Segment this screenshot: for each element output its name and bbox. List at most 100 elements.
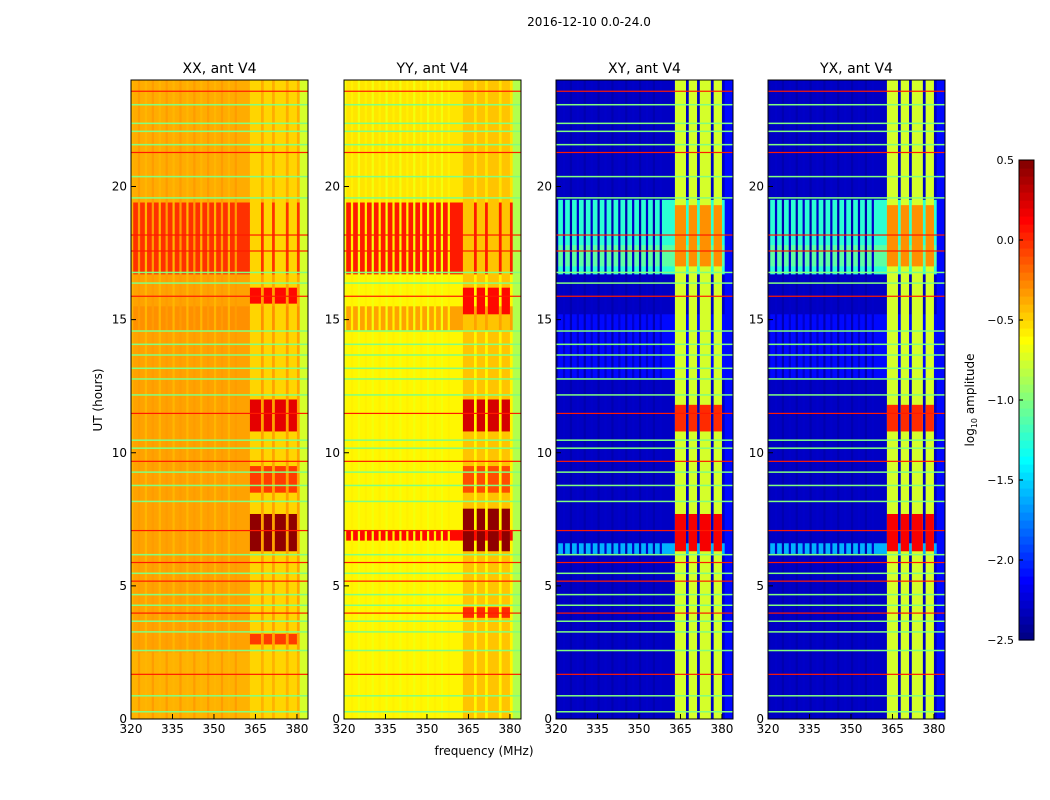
heatmap-burst xyxy=(487,287,499,315)
heatmap-burst xyxy=(462,466,474,493)
heatmap-channel xyxy=(688,80,698,719)
heatmap-row-line xyxy=(556,695,733,697)
x-tick-label: 380 xyxy=(710,722,733,736)
heatmap-burst xyxy=(462,399,474,432)
y-tick-label: 5 xyxy=(119,579,127,593)
colorbar-segment xyxy=(1019,376,1034,385)
heatmap-row-line xyxy=(344,500,521,503)
heatmap-edge-column xyxy=(299,80,308,719)
x-tick-label: 350 xyxy=(203,722,226,736)
heatmap-row-line xyxy=(768,234,945,236)
x-tick-label: 365 xyxy=(669,722,692,736)
heatmap-burst xyxy=(263,513,273,552)
heatmap-texture-column xyxy=(344,80,347,719)
heatmap-row-line xyxy=(344,620,521,622)
colorbar-label: log10 amplitude xyxy=(963,354,979,447)
colorbar-segment xyxy=(1019,256,1034,265)
heatmap-texture-column xyxy=(207,80,210,719)
heatmap-row-line xyxy=(768,620,945,622)
heatmap-row-line xyxy=(556,103,733,106)
heatmap-row-line xyxy=(131,572,308,575)
heatmap-row-line xyxy=(344,553,521,556)
heatmap-row-line xyxy=(556,484,733,487)
heatmap-texture-column xyxy=(406,80,409,719)
heatmap-burst xyxy=(911,205,923,267)
y-tick-label: 15 xyxy=(537,313,552,327)
heatmap-row-line xyxy=(131,649,308,652)
heatmap-texture-column xyxy=(227,80,231,719)
heatmap-texture-column xyxy=(426,80,430,719)
y-tick-label: 0 xyxy=(756,712,764,726)
colorbar-segment xyxy=(1019,272,1034,281)
heatmap-row-line xyxy=(768,175,945,178)
colorbar-label-log: log xyxy=(963,428,977,446)
heatmap-row-line xyxy=(344,250,521,252)
colorbar-tick-label: 0.5 xyxy=(997,154,1015,167)
heatmap-row-line xyxy=(131,620,308,622)
heatmap-channel xyxy=(713,80,722,719)
heatmap-edge-column xyxy=(512,80,521,719)
heatmap-row-line xyxy=(556,130,733,133)
heatmap-burst xyxy=(487,466,499,493)
heatmap-row-line xyxy=(344,447,521,449)
heatmap-burst xyxy=(249,399,261,432)
x-tick-label: 320 xyxy=(545,722,568,736)
heatmap-burst xyxy=(288,633,297,645)
heatmap-row-line xyxy=(556,295,733,297)
colorbar-segment xyxy=(1019,448,1034,457)
colorbar-segment xyxy=(1019,280,1034,289)
heatmap-row-line xyxy=(768,103,945,106)
heatmap-burst xyxy=(263,466,273,493)
panel-2: XY, ant V4 320 335 350 365 380 0 5 10 15 20 xyxy=(537,61,734,736)
heatmap-channel xyxy=(925,80,934,719)
heatmap-row-line xyxy=(768,250,945,252)
heatmap-row-line xyxy=(131,343,308,346)
heatmap-row-line xyxy=(131,580,308,582)
heatmap-texture-column xyxy=(830,80,833,719)
heatmap-row-line xyxy=(556,447,733,449)
heatmap-texture-column xyxy=(802,80,805,719)
heatmap-row-line xyxy=(131,631,308,633)
heatmap-row-line xyxy=(768,271,945,274)
heatmap-row-line xyxy=(556,330,733,332)
heatmap-row-line xyxy=(556,412,733,415)
y-tick-label: 0 xyxy=(544,712,552,726)
colorbar-segment xyxy=(1019,304,1034,313)
colorbar-segment xyxy=(1019,520,1034,529)
heatmap-burst xyxy=(476,287,486,315)
heatmap-burst xyxy=(476,399,486,432)
y-tick-label: 15 xyxy=(112,313,127,327)
heatmap-row-line xyxy=(344,234,521,236)
heatmap-texture-column xyxy=(137,80,141,719)
heatmap-row-line xyxy=(768,695,945,697)
heatmap-row-line xyxy=(131,412,308,415)
heatmap-texture-column xyxy=(413,80,416,719)
colorbar-segment xyxy=(1019,536,1034,545)
heatmap-row-line xyxy=(556,90,733,92)
panel-1: YY, ant V4 320 335 350 365 380 0 5 10 15 20 xyxy=(325,61,522,736)
heatmap-texture-column xyxy=(378,80,381,719)
panel-title: XX, ant V4 xyxy=(183,61,257,77)
heatmap-row-line xyxy=(768,282,945,284)
heatmap-row-line xyxy=(768,295,945,297)
heatmap-texture-column xyxy=(186,80,189,719)
colorbar-segment xyxy=(1019,624,1034,633)
heatmap-texture-column xyxy=(433,80,437,719)
heatmap-burst xyxy=(674,513,686,552)
heatmap-row-line xyxy=(344,271,521,274)
panel-title: XY, ant V4 xyxy=(608,61,681,77)
heatmap-row-line xyxy=(344,354,521,356)
heatmap-texture-column xyxy=(864,80,868,719)
heatmap-texture-column xyxy=(844,80,847,719)
heatmap-row-line xyxy=(131,295,308,297)
heatmap-burst xyxy=(886,205,898,267)
colorbar-segment xyxy=(1019,432,1034,441)
heatmap-texture-column xyxy=(590,80,593,719)
colorbar-segment xyxy=(1019,312,1034,321)
heatmap-row-line xyxy=(131,500,308,503)
colorbar-segment xyxy=(1019,408,1034,417)
heatmap-burst xyxy=(713,513,722,552)
heatmap-row-line xyxy=(556,471,733,473)
heatmap-burst xyxy=(688,205,698,267)
heatmap-burst xyxy=(886,513,898,552)
